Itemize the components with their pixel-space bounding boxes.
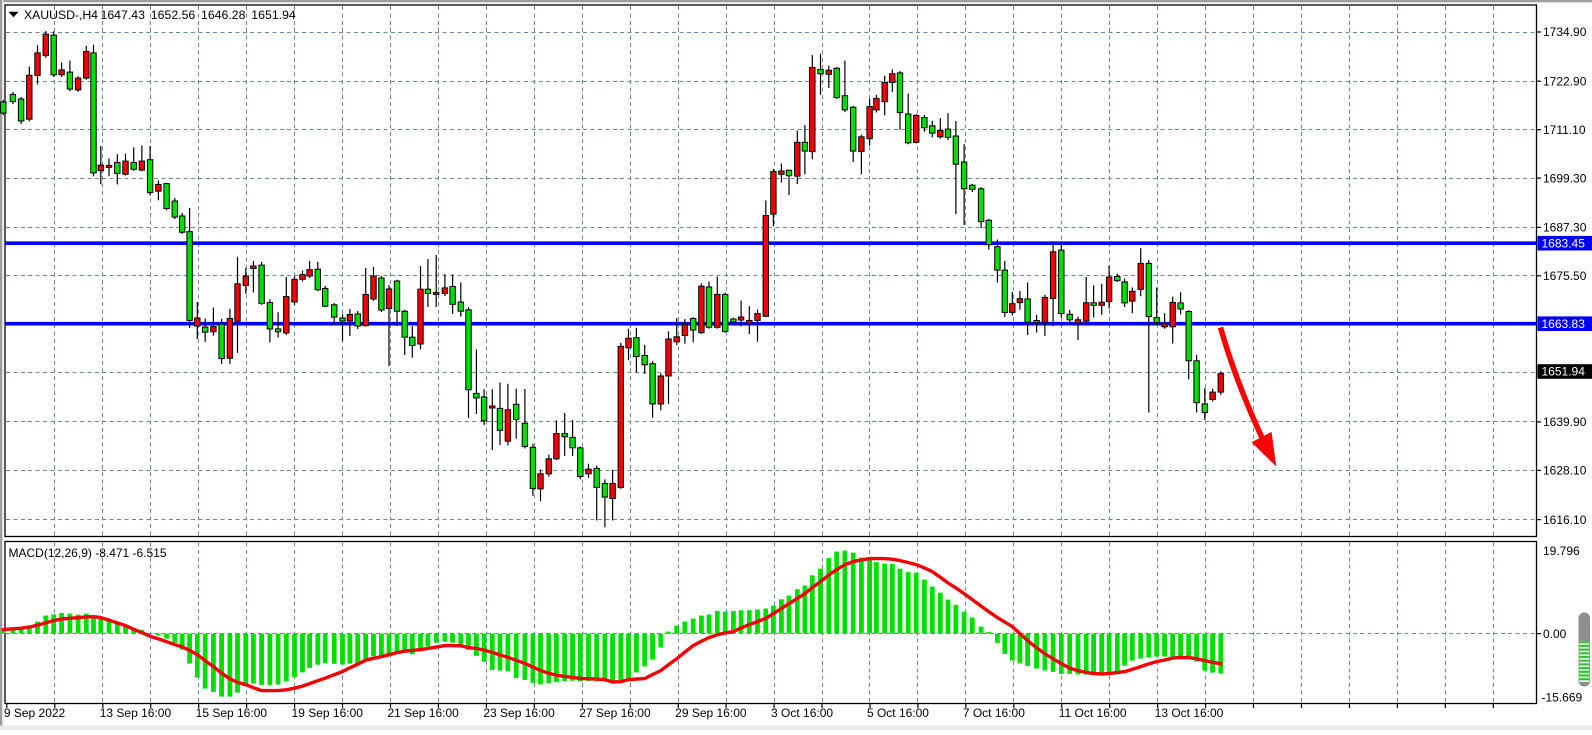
svg-text:13 Sep 16:00: 13 Sep 16:00 xyxy=(100,706,172,720)
svg-text:9 Sep 2022: 9 Sep 2022 xyxy=(4,706,66,720)
svg-text:1652.56: 1652.56 xyxy=(151,8,196,22)
svg-text:19 Sep 16:00: 19 Sep 16:00 xyxy=(292,706,364,720)
svg-text:13 Oct 16:00: 13 Oct 16:00 xyxy=(1155,706,1224,720)
svg-text:1683.45: 1683.45 xyxy=(1542,236,1586,250)
svg-text:21 Sep 16:00: 21 Sep 16:00 xyxy=(387,706,459,720)
svg-text:1651.94: 1651.94 xyxy=(1542,365,1586,379)
svg-text:29 Sep 16:00: 29 Sep 16:00 xyxy=(675,706,747,720)
svg-text:-15.669: -15.669 xyxy=(1542,690,1583,704)
svg-text:0.00: 0.00 xyxy=(1543,627,1567,641)
svg-text:23 Sep 16:00: 23 Sep 16:00 xyxy=(483,706,555,720)
svg-text:1734.90: 1734.90 xyxy=(1543,25,1587,39)
svg-text:1628.10: 1628.10 xyxy=(1543,464,1587,478)
svg-text:19.796: 19.796 xyxy=(1543,544,1580,558)
svg-text:1646.28: 1646.28 xyxy=(201,8,246,22)
svg-text:1647.43: 1647.43 xyxy=(101,8,146,22)
svg-text:27 Sep 16:00: 27 Sep 16:00 xyxy=(579,706,651,720)
svg-text:1663.83: 1663.83 xyxy=(1542,317,1586,331)
svg-text:5 Oct 16:00: 5 Oct 16:00 xyxy=(867,706,929,720)
svg-text:1616.10: 1616.10 xyxy=(1543,513,1587,527)
svg-text:1711.10: 1711.10 xyxy=(1543,123,1586,137)
svg-text:1675.50: 1675.50 xyxy=(1543,269,1587,283)
svg-text:7 Oct 16:00: 7 Oct 16:00 xyxy=(963,706,1025,720)
svg-text:1699.30: 1699.30 xyxy=(1543,171,1587,185)
svg-text:1722.90: 1722.90 xyxy=(1543,74,1587,88)
svg-text:3 Oct 16:00: 3 Oct 16:00 xyxy=(771,706,833,720)
svg-text:11 Oct 16:00: 11 Oct 16:00 xyxy=(1059,706,1127,720)
svg-text:XAUUSD-,H4: XAUUSD-,H4 xyxy=(24,8,98,22)
svg-text:15 Sep 16:00: 15 Sep 16:00 xyxy=(196,706,268,720)
svg-text:1651.94: 1651.94 xyxy=(251,8,296,22)
svg-text:1687.30: 1687.30 xyxy=(1543,221,1587,235)
svg-text:1639.90: 1639.90 xyxy=(1543,415,1587,429)
svg-text:MACD(12,26,9) -8.471 -6.515: MACD(12,26,9) -8.471 -6.515 xyxy=(9,546,167,560)
